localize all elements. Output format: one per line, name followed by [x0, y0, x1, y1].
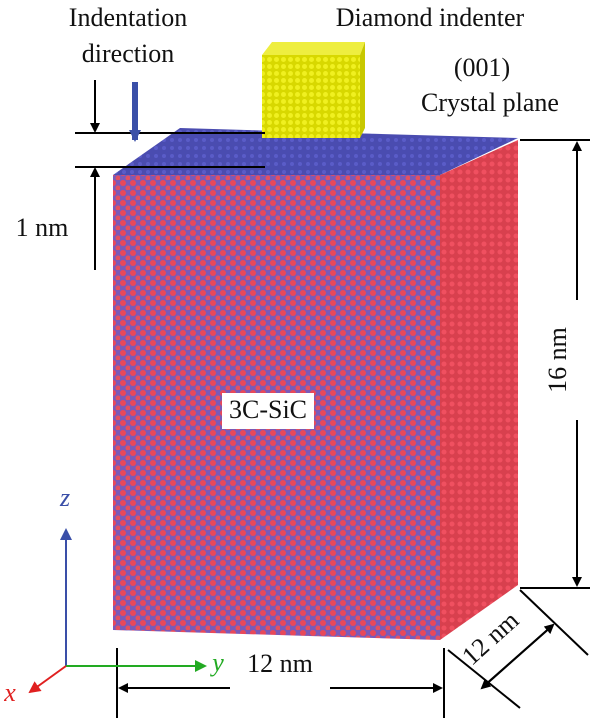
- axis-y: y: [209, 648, 224, 677]
- label: Crystal plane: [421, 88, 559, 117]
- top-face: [113, 128, 518, 175]
- label: (001): [454, 53, 510, 82]
- label: Indentation: [69, 3, 187, 32]
- label: 3C-SiC: [229, 395, 307, 424]
- side-face: [440, 140, 518, 640]
- indenter: [262, 42, 365, 138]
- axis-z: z: [59, 483, 70, 512]
- label: Diamond indenter: [336, 3, 525, 32]
- label: direction: [82, 39, 174, 68]
- label: 16 nm: [543, 327, 572, 393]
- label: 1 nm: [16, 213, 69, 242]
- axes: z y x: [3, 483, 224, 707]
- label: 12 nm: [247, 649, 313, 678]
- specimen: [113, 128, 518, 640]
- dimension-lines: [75, 80, 590, 718]
- label-box: [222, 393, 314, 429]
- axis-x: x: [3, 678, 16, 707]
